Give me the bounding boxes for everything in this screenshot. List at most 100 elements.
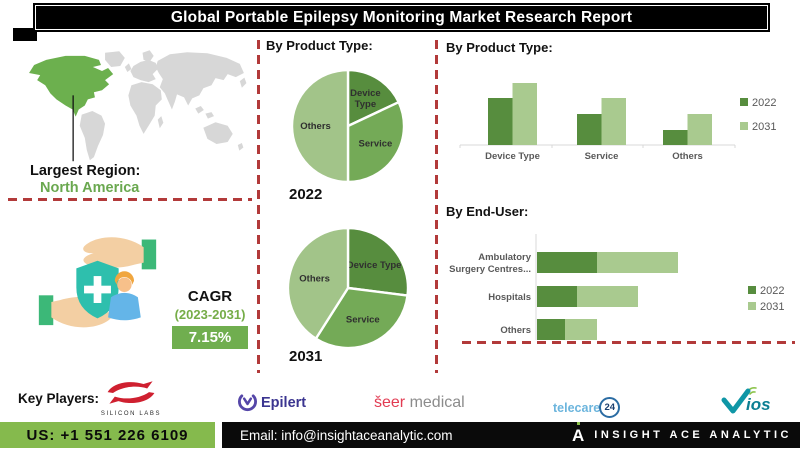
hbar-2022-others [537,319,565,340]
svg-text:ios: ios [746,395,771,414]
legend-label-2022: 2022 [760,285,784,297]
cagr-label: CAGR [187,288,233,305]
silicon-labs-icon [107,381,155,404]
logo-epilert: Epilert [238,393,306,412]
seer-medical-text: medical [409,394,465,411]
hbar-2031-ambulatory-surgery-centres- [597,252,678,273]
map-south-america [79,111,106,161]
email-address: Email: info@insightaceanalytic.com [240,427,453,443]
bar-2031-device-type [512,83,537,145]
page-title: Global Portable Epilepsy Monitoring Mark… [170,8,633,26]
brand-name: INSIGHT ACE ANALYTIC [594,429,792,441]
corner-accent-block [13,28,37,41]
legend-label-2022: 2022 [752,97,776,109]
hbar-2031-others [565,319,597,340]
logo-silicon-labs: SILICON LABS [100,381,162,417]
email-banner: Email: info@insightaceanalytic.com A INS… [222,421,800,448]
hbar-2031-hospitals [577,286,638,307]
key-players-label: Key Players: [18,391,100,406]
pie-slice-label: Type [355,99,376,110]
divider-left-horizontal [8,198,252,201]
largest-region-value: North America [40,180,140,196]
map-madagascar [157,116,164,129]
bar-2022-device-type [488,98,513,145]
bar-2022-others [663,130,688,145]
map-europe [130,59,158,83]
product-type-bar-chart: Device Type Service Others 2022 2031 [459,83,776,162]
logo-telecare24: telecare 24 [553,397,621,418]
legend-swatch-2031 [740,122,748,130]
hbar-2022-hospitals [537,286,577,307]
cagr-callout: CAGR (2023-2031) 7.15% [164,288,256,349]
pie-chart-2031: Device Type Service Others [286,226,410,350]
bar-category-label: Device Type [485,151,540,162]
hbar-category-label: Surgery Centres... [449,264,531,275]
map-australia [203,122,233,144]
care-hands-icon [38,237,157,328]
pie-slice-label: Service [346,314,380,325]
map-uk [124,63,132,73]
legend-label-2031: 2031 [760,301,784,313]
pie-slice-label: Others [300,121,331,132]
bar-section-title: By Product Type: [446,40,553,55]
largest-region-label: Largest Region: [30,163,141,179]
hbar-category-label: Hospitals [488,292,531,303]
map-japan [239,77,247,88]
silicon-labs-text: SILICON LABS [100,411,162,417]
logo-seer-medical: šeer medical [374,394,465,412]
bar-category-label: Service [585,151,619,162]
map-north-america [29,55,114,117]
brand-dot [576,421,580,425]
pie-slice-label: Device Type [347,260,402,271]
hbar-2022-ambulatory-surgery-centres- [537,252,597,273]
brand-lockup: A INSIGHT ACE ANALYTIC [572,421,800,444]
pie-slice-others [286,226,350,340]
pie-slice-service [346,100,406,184]
legend-label-2031: 2031 [752,121,776,133]
seer-text: šeer [374,394,406,411]
map-greenland [105,51,125,67]
legend-swatch-2031 [748,302,756,310]
epilert-text: Epilert [261,394,307,411]
legend-swatch-2022 [748,286,756,294]
pie-slice-device-type [346,68,400,128]
bar-2031-service [601,98,626,145]
vios-icon: ios [721,387,771,414]
pie-slice-others [290,68,350,184]
pie-slice-label: Others [299,273,330,284]
pie-slice-label: Device [350,88,381,99]
map-africa [128,82,162,134]
divider-right-horizontal [462,341,795,344]
bar-2031-others [687,114,712,145]
title-bar: Global Portable Epilepsy Monitoring Mark… [33,3,770,32]
world-map [29,50,247,162]
title-bar-border: Global Portable Epilepsy Monitoring Mark… [35,5,768,30]
largest-region-callout: Largest Region: North America [30,163,140,197]
logo-vios: ios [718,385,786,420]
pie-slice-label: Service [359,138,393,149]
enduser-section-title: By End-User: [446,204,529,219]
insight-ace-icon: A [572,421,584,444]
pie-year-2022: 2022 [289,186,323,203]
pie-year-2031: 2031 [289,348,323,365]
hbar-category-label: Others [500,325,531,336]
legend-swatch-2022 [740,98,748,106]
map-new-zealand [237,142,244,151]
map-scandinavia [142,50,154,62]
cagr-period: (2023-2031) [174,307,246,322]
map-indonesia [195,105,214,119]
phone-number: US: +1 551 226 6109 [26,426,189,444]
cagr-value-badge: 7.15% [172,326,248,349]
telecare-text: telecare [553,400,601,415]
bar-2022-service [577,114,602,145]
bar-category-label: Others [672,151,703,162]
epilert-icon [238,394,257,411]
divider-middle-right [435,40,438,373]
hbar-category-label: Ambulatory [478,252,532,263]
phone-banner: US: +1 551 226 6109 [0,422,215,448]
pie-section-title: By Product Type: [266,38,373,53]
map-asia [155,52,244,110]
